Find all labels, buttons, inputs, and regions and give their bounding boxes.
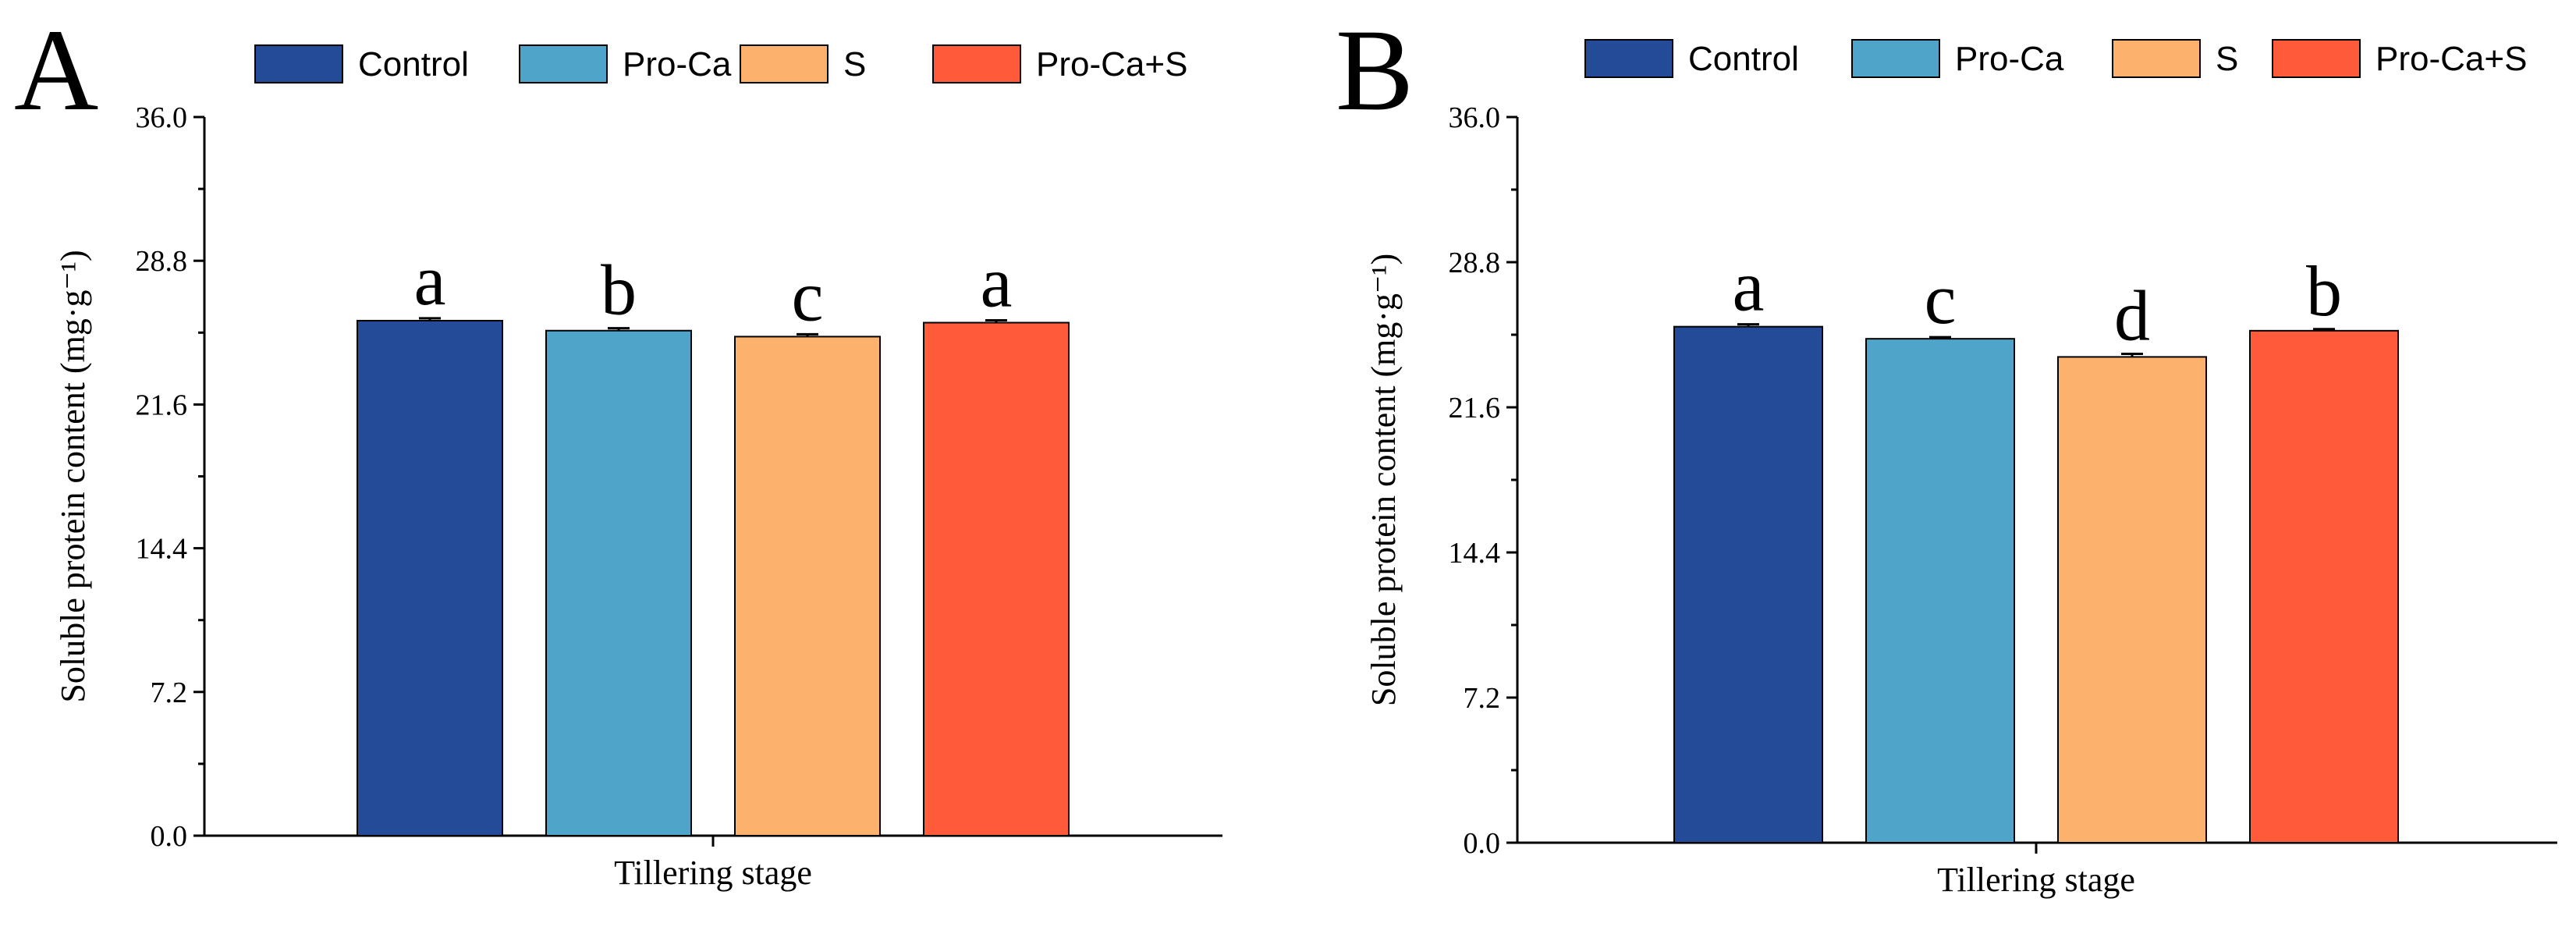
y-tick-label-b-1: 7.2 [1464,682,1501,715]
y-tick-label-b-3: 21.6 [1449,392,1501,424]
legend-swatch-b-1 [1851,39,1940,78]
y-tick-label-b-0: 0.0 [1464,827,1501,860]
y-axis-title-b: Soluble protein content (mg·g⁻¹) [1364,254,1403,706]
legend-label-a-1: Pro-Ca [623,45,732,83]
y-tick-label-a-4: 28.8 [136,245,188,278]
significance-label-a-1: b [601,250,637,330]
bar-b-pro-ca [1865,338,2015,843]
panel-letter-a: A [14,5,98,135]
y-tick-label-b-4: 28.8 [1449,247,1501,279]
bar-a-pro-ca [545,329,692,837]
significance-label-b-2: d [2114,276,2150,356]
y-tick-label-b-5: 36.0 [1449,101,1501,134]
legend-swatch-b-3 [2272,39,2361,78]
y-tick-label-a-3: 21.6 [136,389,188,421]
y-axis-title-a: Soluble protein content (mg·g⁻¹) [54,250,92,702]
legend-swatch-b-0 [1584,39,1673,78]
significance-label-a-3: a [981,242,1013,321]
y-tick-label-a-2: 14.4 [136,533,188,566]
significance-label-a-0: a [414,240,446,320]
significance-label-b-3: b [2306,251,2342,331]
y-tick-label-a-0: 0.0 [151,820,188,853]
panel-letter-b: B [1336,5,1414,135]
legend-swatch-a-0 [254,44,343,83]
bar-b-s [2057,356,2207,843]
significance-label-b-1: c [1925,259,1957,339]
legend-label-a-3: Pro-Ca+S [1036,45,1187,83]
bar-b-control [1673,325,1823,843]
legend-swatch-b-2 [2112,39,2201,78]
bar-a-control [357,319,503,836]
legend-label-a-2: S [843,45,866,83]
y-tick-label-a-5: 36.0 [136,101,188,134]
legend-label-b-0: Control [1688,40,1799,78]
legend-swatch-a-1 [519,44,608,83]
bar-a-s [734,336,881,836]
y-tick-label-a-1: 7.2 [151,677,188,709]
significance-label-b-0: a [1733,247,1765,326]
legend-swatch-a-3 [932,44,1021,83]
legend-label-b-2: S [2216,40,2238,78]
legend-label-a-0: Control [358,45,469,83]
y-tick-label-b-2: 14.4 [1449,537,1501,570]
bar-a-pro-ca-s [923,321,1070,836]
legend-swatch-a-2 [740,44,829,83]
x-axis-title-b: Tillering stage [1937,861,2135,899]
chart-panel-a: A Control Pro-Ca S Pro-Ca+S 0.0 7.2 14.4 21.6 28.… [14,5,1222,892]
significance-label-a-2: c [792,256,824,336]
x-axis-title-a: Tillering stage [614,854,812,892]
legend-label-b-1: Pro-Ca [1955,40,2064,78]
bar-b-pro-ca-s [2249,329,2399,844]
chart-panel-b: B Control Pro-Ca S Pro-Ca+S 0.0 7.2 14.4 21.6 28.… [1336,5,2557,899]
legend-label-b-3: Pro-Ca+S [2376,40,2527,78]
